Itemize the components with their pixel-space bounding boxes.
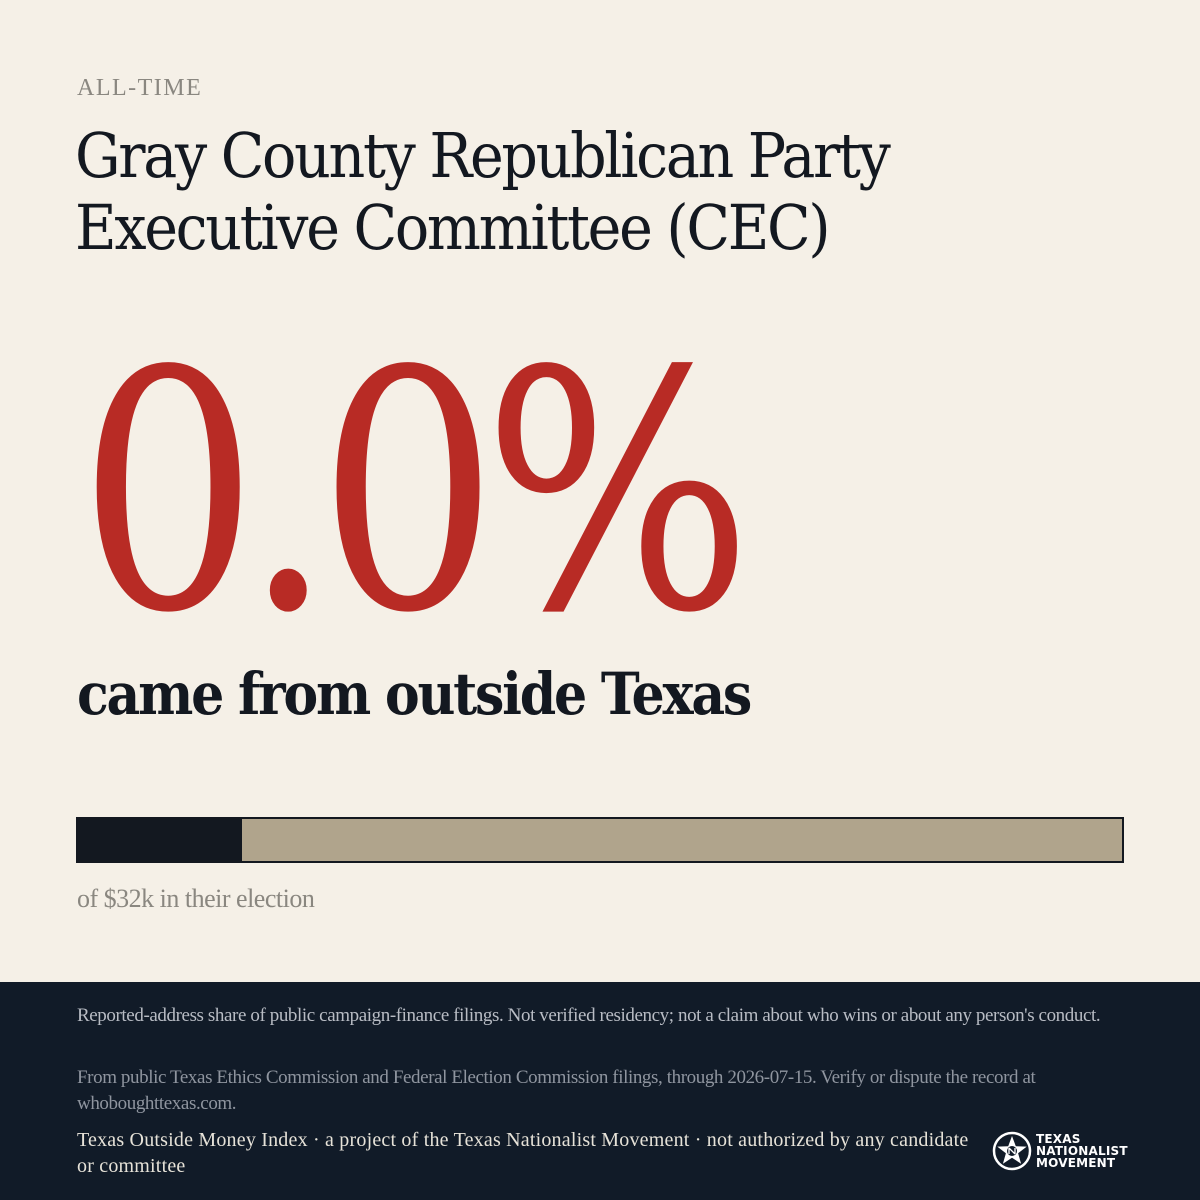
time-range-label: ALL-TIME	[77, 75, 203, 101]
outside-share-percent: 0.0%	[78, 301, 753, 685]
logo-line-3: MOVEMENT	[1036, 1156, 1116, 1170]
share-progress-bar	[76, 817, 1124, 863]
outside-share-caption: came from outside Texas	[77, 660, 752, 728]
committee-title: Gray County Republican Party Executive C…	[75, 119, 891, 264]
star-seal-icon	[992, 1131, 1032, 1171]
logo-line-2: NATIONALIST	[1036, 1144, 1128, 1158]
share-progress-fill	[78, 819, 242, 861]
attribution-text: Texas Outside Money Index · a project of…	[77, 1129, 969, 1177]
logo-line-1: TEXAS	[1036, 1132, 1081, 1146]
election-total: of $32k in their election	[77, 884, 315, 913]
disclaimer-text: Reported-address share of public campaig…	[77, 1005, 1101, 1026]
source-text: From public Texas Ethics Commission and …	[77, 1067, 1036, 1114]
tnm-logo: TEXAS NATIONALIST MOVEMENT	[992, 1131, 1128, 1171]
logo-wordmark: TEXAS NATIONALIST MOVEMENT	[1036, 1133, 1128, 1169]
